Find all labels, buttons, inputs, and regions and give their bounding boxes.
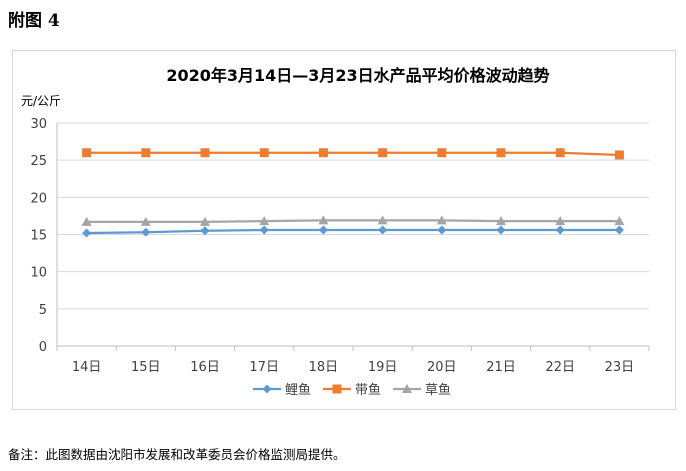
series-line-3: [86, 219, 620, 223]
data-point-series-1: [82, 228, 92, 238]
series-line-1: [86, 228, 620, 235]
data-point-series-2: [496, 148, 506, 158]
y-tick-label: 25: [30, 154, 47, 169]
data-point-series-3: [140, 216, 151, 226]
legend-marker-1: [262, 384, 272, 394]
x-tick-label: 15日: [131, 360, 161, 375]
legend-label-1: 鲤鱼: [285, 382, 311, 398]
legend-label-2: 带鱼: [355, 382, 381, 398]
chart-title: 2020年3月14日—3月23日水产品平均价格波动趋势: [166, 66, 549, 85]
data-point-series-3: [259, 216, 270, 226]
y-axis-label: 元/公斤: [21, 94, 61, 108]
data-point-series-1: [141, 227, 151, 237]
data-point-series-3: [614, 216, 625, 226]
data-point-series-3: [377, 215, 388, 225]
data-point-series-2: [82, 148, 92, 158]
data-point-series-3: [436, 215, 447, 225]
x-tick-label: 21日: [486, 360, 516, 375]
data-point-series-2: [614, 150, 624, 160]
legend-label-3: 草鱼: [425, 382, 451, 398]
y-tick-label: 30: [30, 117, 47, 132]
x-tick-label: 16日: [190, 360, 220, 375]
figure-label: 附图 4: [8, 11, 60, 31]
data-point-series-2: [378, 148, 388, 158]
x-tick-label: 14日: [72, 360, 102, 375]
series-line-2: [86, 151, 620, 157]
y-tick-label: 20: [30, 191, 47, 206]
x-tick-label: 17日: [249, 360, 279, 375]
data-point-series-2: [141, 148, 151, 158]
chart-frame: 2020年3月14日—3月23日水产品平均价格波动趋势元/公斤 0 5 10 15 20 2…: [12, 50, 676, 410]
data-point-series-1: [378, 225, 388, 235]
x-tick-label: 18日: [309, 360, 339, 375]
data-point-series-1: [200, 226, 210, 236]
x-tick-label: 20日: [427, 360, 457, 375]
data-point-series-2: [555, 148, 565, 158]
data-point-series-3: [81, 216, 92, 226]
data-point-series-3: [318, 215, 329, 225]
legend-marker-2: [332, 384, 342, 394]
data-point-series-1: [259, 225, 269, 235]
data-point-series-2: [437, 148, 447, 158]
legend-marker-3: [402, 384, 412, 393]
data-point-series-1: [318, 225, 328, 235]
x-tick-label: 23日: [605, 360, 635, 375]
data-point-series-3: [496, 216, 506, 226]
y-tick-label: 15: [30, 229, 47, 244]
data-point-series-3: [555, 216, 566, 226]
data-point-series-1: [437, 225, 447, 235]
y-tick-label: 5: [39, 303, 47, 318]
data-point-series-1: [496, 225, 506, 235]
data-point-series-2: [318, 148, 328, 158]
data-point-series-2: [259, 148, 269, 158]
x-tick-label: 19日: [368, 360, 398, 375]
y-tick-label: 10: [30, 266, 47, 281]
data-point-series-2: [200, 148, 210, 158]
x-tick-label: 22日: [545, 360, 575, 375]
data-point-series-1: [555, 225, 565, 235]
footnote: 备注：此图数据由沈阳市发展和改革委员会价格监测局提供。: [8, 447, 346, 462]
data-point-series-1: [614, 225, 624, 235]
y-tick-label: 0: [39, 340, 47, 355]
data-point-series-3: [200, 216, 210, 226]
